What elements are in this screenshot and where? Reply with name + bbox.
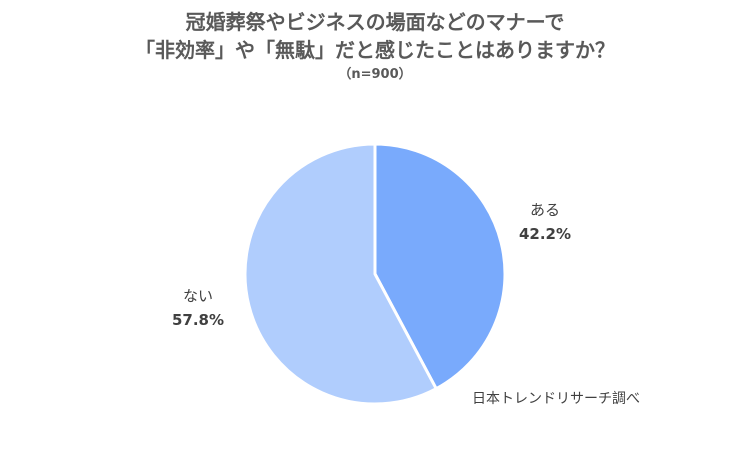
source-note: 日本トレンドリサーチ調べ <box>472 391 640 407</box>
pie-slice-aru <box>373 142 507 391</box>
slice-label-nai: ない 57.8% <box>168 284 228 332</box>
slice-label-nai-value: 57.8% <box>171 311 225 329</box>
chart-title-line-2: 「非効率」や「無駄」だと感じたことはありますか？ <box>135 38 615 62</box>
chart-subtitle: （n=900） <box>338 67 412 82</box>
chart-title-line-1: 冠婚葬祭やビジネスの場面などのマナーで <box>185 10 565 34</box>
slice-label-nai-name: ない <box>182 287 213 305</box>
chart-title: 冠婚葬祭やビジネスの場面などのマナーで 「非効率」や「無駄」だと感じたことはあり… <box>0 8 750 84</box>
pie-slice-nai <box>243 142 438 406</box>
slice-label-aru-value: 42.2% <box>518 225 572 243</box>
slice-label-aru-name: ある <box>529 201 560 219</box>
slice-label-aru: ある 42.2% <box>515 198 575 246</box>
